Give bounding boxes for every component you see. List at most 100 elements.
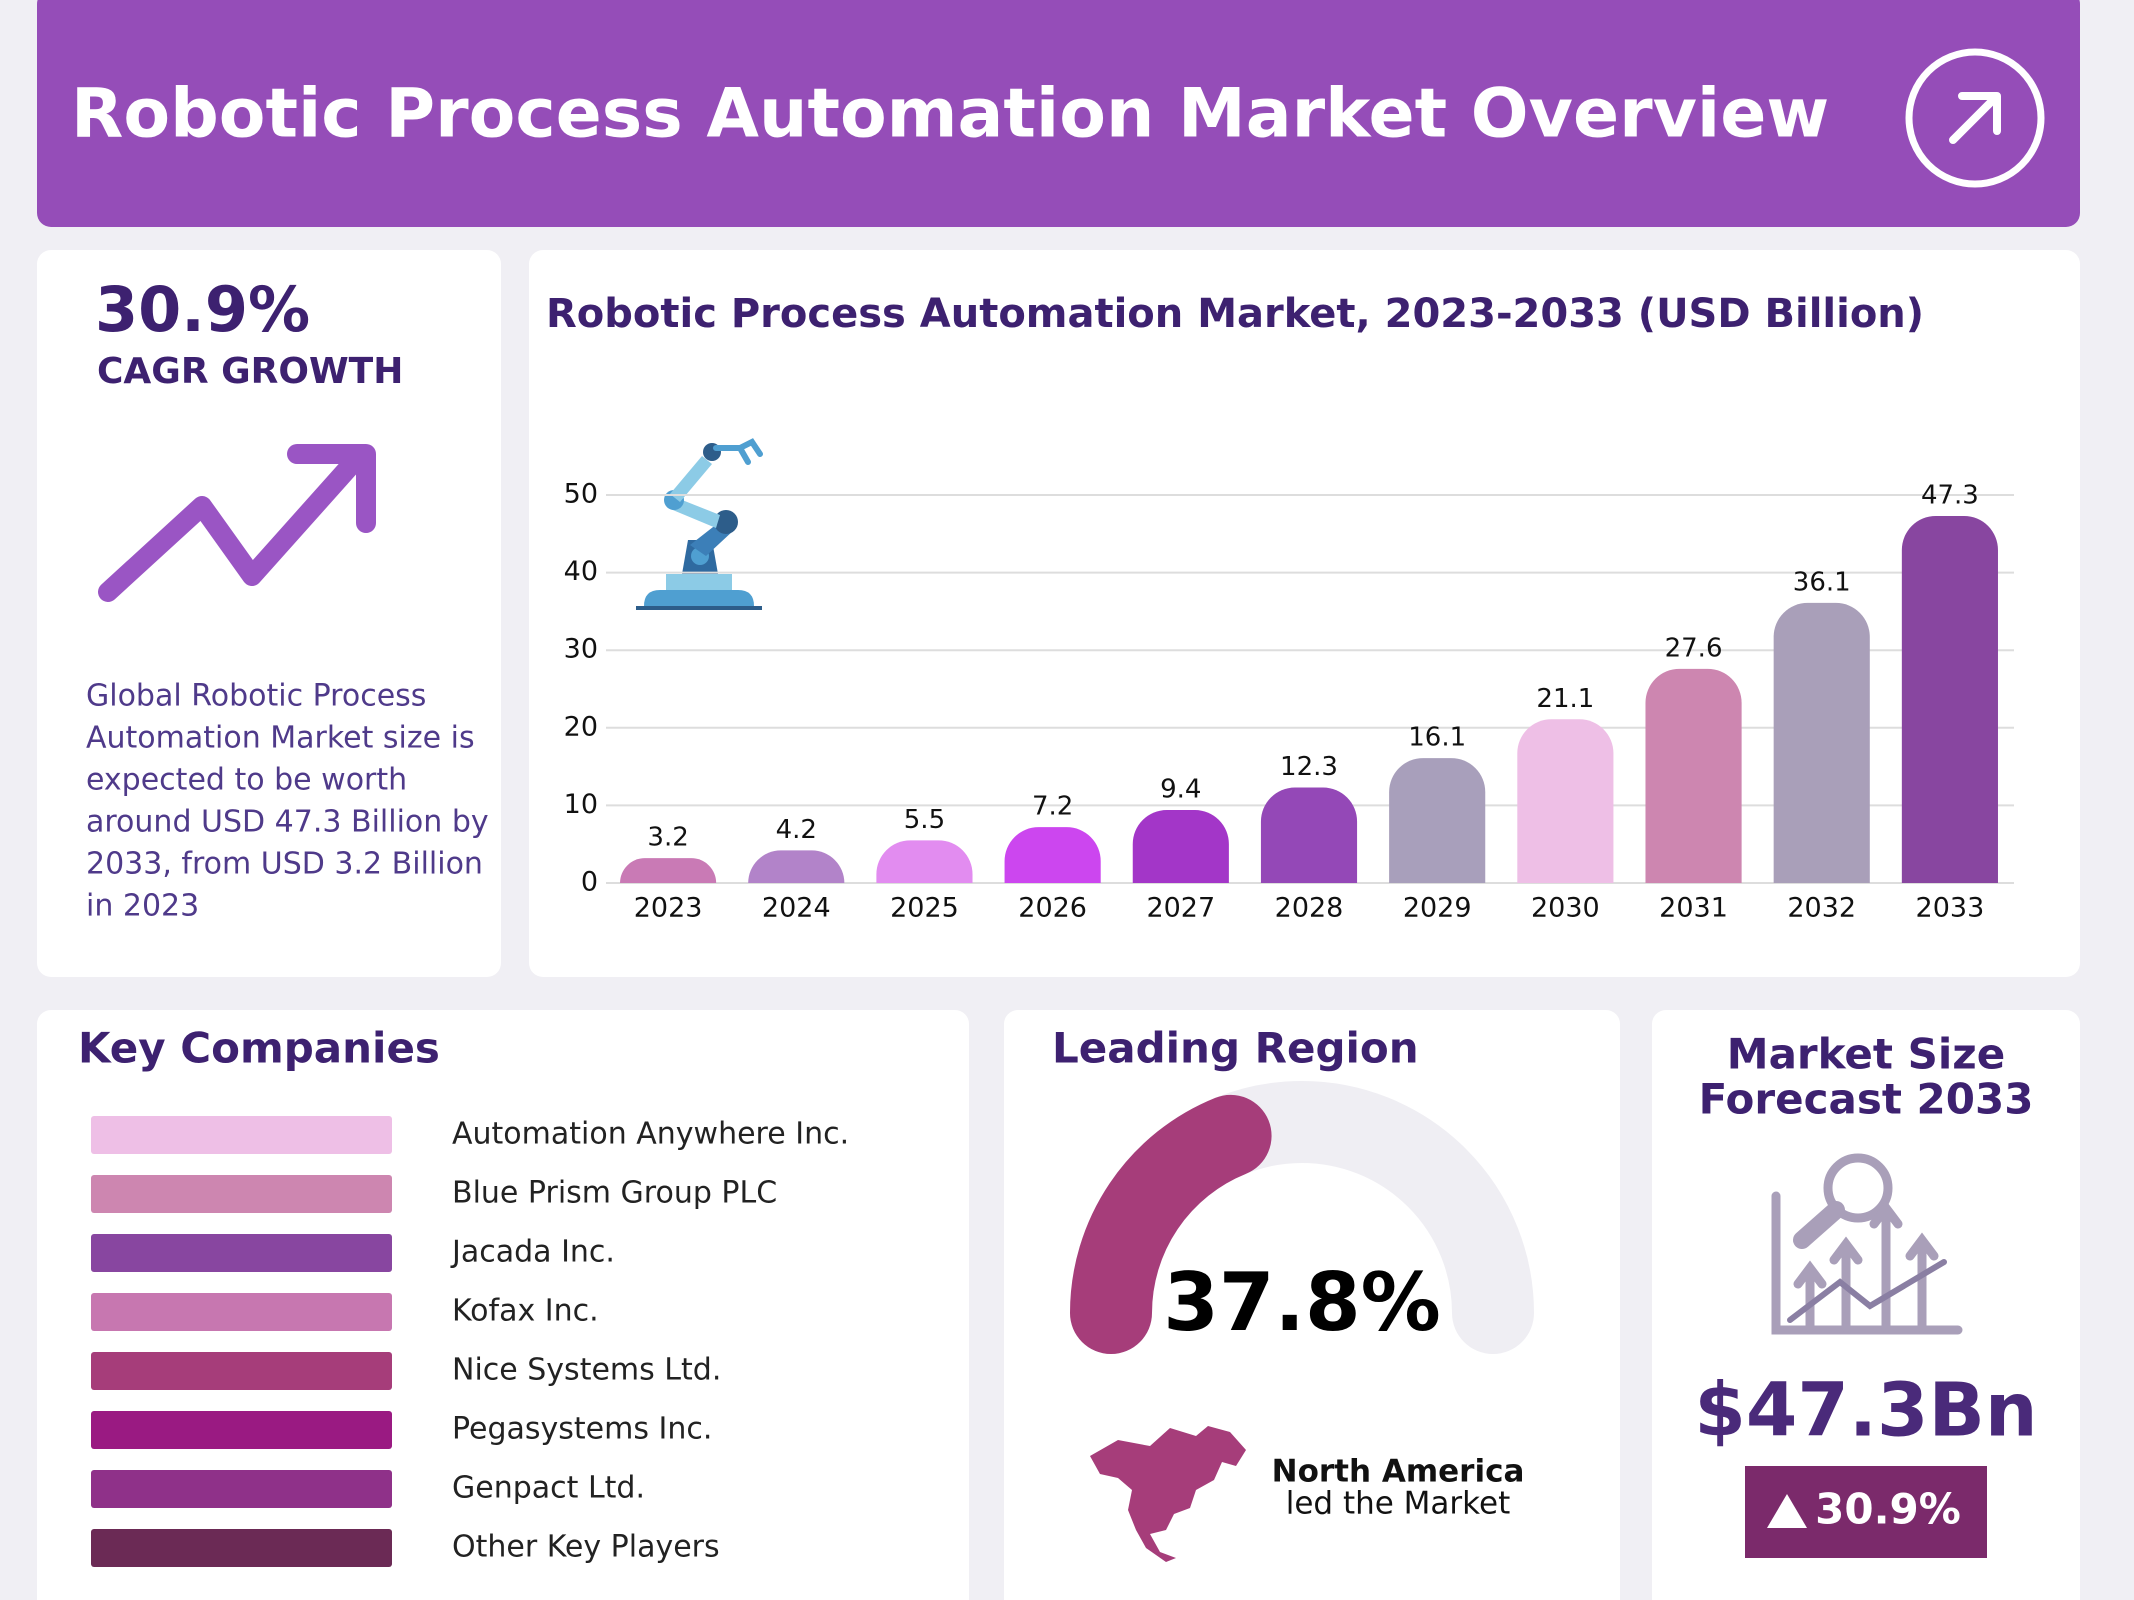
chart-title: Robotic Process Automation Market, 2023-… [546,291,1924,337]
value-label: 47.3 [1921,480,1979,510]
trend-arrow [98,454,362,602]
description-line: around USD 47.3 Billion by [86,805,489,840]
x-tick-label: 2026 [1018,893,1087,924]
y-tick-label: 40 [564,556,598,587]
gauge-arc [1070,1094,1272,1354]
x-tick-label: 2032 [1787,893,1856,924]
icon-trend [1787,1259,1947,1323]
description-line: 2033, from USD 3.2 Billion [86,847,483,882]
robot-gripper [713,438,763,465]
bar [1645,668,1742,883]
description-line: Automation Market size is [86,721,475,756]
companies-card [37,1010,969,1600]
company-swatch [91,1411,392,1449]
cagr-value: 30.9% [95,273,310,346]
company-swatch [91,1529,392,1567]
bar [1773,602,1870,883]
description-line: Global Robotic Process [86,679,426,714]
value-label: 5.5 [904,805,945,835]
robot-base [644,590,754,606]
region-share: 37.8% [1163,1256,1441,1349]
company-swatch [91,1470,392,1508]
x-tick-label: 2029 [1403,893,1472,924]
company-name: Pegasystems Inc. [452,1412,712,1447]
robot-icon [636,438,763,610]
x-tick-label: 2027 [1146,893,1215,924]
value-label: 4.2 [776,815,817,845]
bar [1517,719,1614,883]
robot-plinth [666,574,732,590]
x-tick-label: 2023 [634,893,703,924]
value-label: 27.6 [1665,633,1723,663]
company-name: Other Key Players [452,1530,720,1565]
bar-chart: 0102030405020233.220244.220255.520267.22… [564,479,2014,924]
region-title: Leading Region [1052,1024,1419,1073]
region-name: North America [1272,1454,1525,1490]
forecast-icon [1771,1153,1963,1335]
company-name: Automation Anywhere Inc. [452,1117,849,1152]
company-name: Genpact Ltd. [452,1471,645,1506]
value-label: 12.3 [1280,752,1338,782]
companies-title: Key Companies [78,1024,440,1073]
description-line: expected to be worth [86,763,407,798]
arrow-icon [1905,48,2045,188]
forecast-title: Market Size [1727,1030,2005,1079]
value-label: 3.2 [647,823,688,853]
bar [1389,758,1486,883]
y-tick-label: 30 [564,634,598,665]
robot-base-line [636,606,762,610]
icon-handle [1793,1201,1845,1249]
value-label: 9.4 [1160,775,1201,805]
y-tick-label: 0 [581,867,598,898]
y-tick-label: 10 [564,789,598,820]
company-swatch [91,1234,392,1272]
cagr-description: Global Robotic Process Automation Market … [86,679,489,924]
north-america-map [1090,1426,1246,1562]
header [37,0,2080,227]
value-label: 36.1 [1793,567,1851,597]
bar [1260,787,1358,883]
growth-value: 30.9% [1815,1485,1961,1534]
header-title: Robotic Process Automation Market Overvi… [71,75,1829,154]
robot-forearm [670,456,712,502]
robot-elbow [714,510,738,534]
x-tick-label: 2028 [1275,893,1344,924]
value-label: 7.2 [1032,792,1073,822]
cagr-card [37,250,501,977]
icon-axis [1771,1191,1963,1335]
y-tick-label: 50 [564,479,598,510]
bar [1132,810,1229,883]
description-line: in 2023 [86,889,199,924]
x-tick-label: 2030 [1531,893,1600,924]
company-name: Kofax Inc. [452,1294,599,1329]
company-name: Blue Prism Group PLC [452,1176,777,1211]
x-tick-label: 2025 [890,893,959,924]
company-name: Nice Systems Ltd. [452,1353,721,1388]
y-tick-label: 20 [564,711,598,742]
bar [748,850,845,883]
company-swatch [91,1293,392,1331]
trend-arrow-head [287,444,376,533]
region-note: led the Market [1286,1486,1511,1522]
forecast-title: Forecast 2033 [1699,1075,2034,1124]
forecast-value: $47.3Bn [1694,1368,2037,1454]
gauge [1070,1081,1534,1354]
x-tick-label: 2024 [762,893,831,924]
company-swatch [91,1116,392,1154]
bar [620,858,717,883]
arrow-icon-glyph [1949,92,2001,144]
companies-list: Automation Anywhere Inc. Blue Prism Group… [91,1116,849,1567]
x-tick-label: 2031 [1659,893,1728,924]
company-name: Jacada Inc. [450,1235,615,1270]
growth-triangle [1767,1494,1807,1528]
x-tick-label: 2033 [1916,893,1985,924]
company-swatch [91,1352,392,1390]
company-swatch [91,1175,392,1213]
value-label: 21.1 [1536,684,1594,714]
cagr-label: CAGR GROWTH [97,351,403,392]
value-label: 16.1 [1408,723,1466,753]
bar [1901,515,1998,883]
icon-lens [1823,1153,1893,1223]
